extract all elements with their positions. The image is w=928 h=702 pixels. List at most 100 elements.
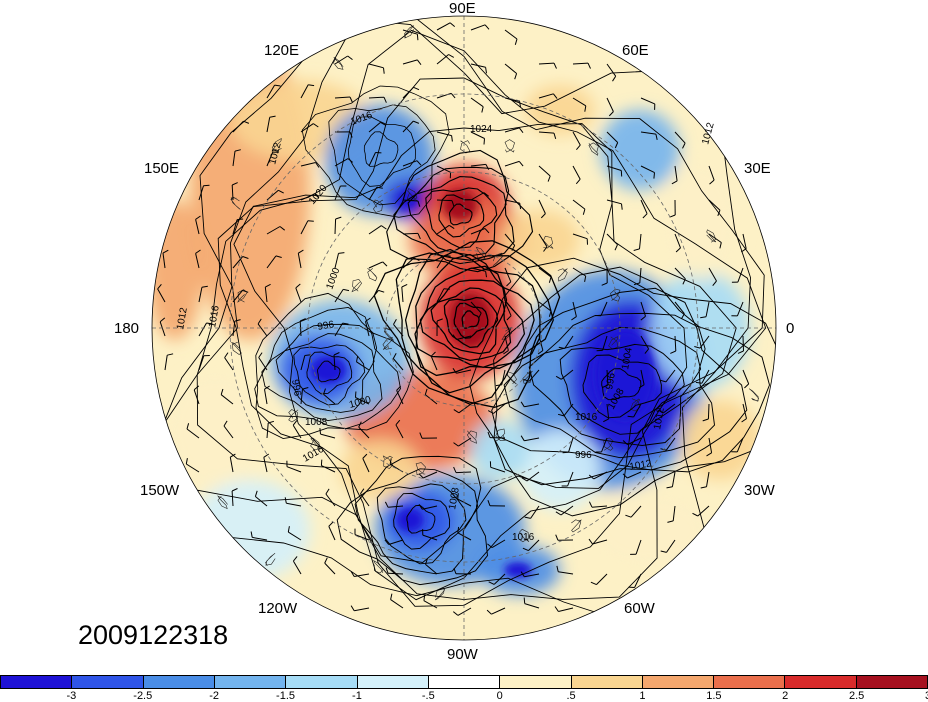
wind-barb (708, 199, 721, 216)
isobar (461, 310, 480, 329)
colorbar-segment (143, 676, 215, 688)
wind-barb (402, 86, 420, 99)
wind-barb (385, 567, 404, 575)
wind-barb (606, 165, 623, 177)
wind-barb (300, 123, 319, 133)
wind-barb (737, 335, 744, 354)
wind-barb (731, 267, 744, 283)
coastline (367, 268, 378, 282)
wind-barb (692, 505, 710, 517)
wind-barb (453, 403, 472, 414)
wind-barb (453, 437, 472, 447)
wind-barb (470, 228, 490, 235)
wind-barb (572, 199, 586, 215)
wind-barb (640, 335, 650, 354)
isobar (393, 166, 515, 265)
wind-barb (669, 199, 676, 218)
anomaly-blob (680, 400, 760, 480)
wind-barb (557, 403, 574, 417)
wind-barb (300, 84, 315, 99)
wind-barb (594, 301, 608, 317)
isobar (425, 187, 498, 249)
wind-barb (355, 391, 370, 405)
anomaly-blob (410, 200, 530, 280)
isobar (469, 257, 776, 517)
colorbar-tick-label: .5 (566, 690, 576, 702)
isobar (233, 123, 688, 563)
wind-barb (195, 215, 201, 235)
isobar (559, 343, 685, 435)
wind-barb (257, 318, 268, 337)
isobar (453, 302, 489, 339)
wind-barb (522, 539, 540, 552)
isobar (582, 354, 662, 419)
wind-barb (300, 387, 309, 405)
wind-barb (731, 301, 744, 317)
isobar (414, 265, 526, 368)
wind-barb (198, 322, 213, 337)
wind-barb (660, 437, 676, 451)
wind-barb (538, 267, 552, 283)
colorbar-tick-label: -2 (209, 690, 220, 702)
wind-barb (266, 226, 286, 235)
wind-barb (606, 131, 619, 149)
wind-barb (368, 186, 383, 201)
wind-barb (555, 505, 574, 516)
coastline (504, 139, 515, 153)
wind-barb (504, 233, 516, 251)
wind-barb (741, 403, 747, 423)
pressure-contours (152, 16, 776, 626)
wind-barb (452, 334, 472, 340)
isobar (438, 194, 485, 238)
wind-barb (487, 403, 506, 414)
isobar (347, 116, 416, 187)
wind-barb (572, 233, 588, 245)
wind-barb (520, 571, 540, 578)
wind-barb (157, 283, 166, 303)
wind-barb (392, 353, 404, 371)
wind-barb (538, 62, 557, 69)
wind-barb (297, 249, 304, 269)
colorbar-segment (72, 676, 144, 688)
wind-barb (401, 283, 408, 303)
coastline (217, 495, 228, 510)
wind-barb (334, 158, 354, 167)
wind-barb (674, 267, 686, 285)
contour-label: 1016 (207, 304, 222, 328)
wind-barb (334, 96, 353, 103)
anomaly-blob (520, 430, 600, 510)
wind-barb (694, 335, 710, 349)
isobar (376, 483, 467, 565)
coastline (466, 430, 477, 444)
wind-barb (395, 419, 404, 439)
coastline (383, 327, 395, 341)
wind-barb (368, 261, 388, 269)
wind-barb (324, 557, 336, 575)
wind-barb (660, 539, 676, 553)
wind-barb (159, 317, 166, 337)
colorbar-tick-label: -3 (66, 690, 77, 702)
longitude-label: 60E (622, 42, 649, 59)
wind-barb (487, 539, 506, 549)
wind-barb (368, 121, 387, 133)
contour-label: 1012 (652, 406, 667, 430)
wind-barb (657, 403, 676, 414)
wind-barb (630, 539, 642, 555)
wind-barb (452, 607, 472, 616)
wind-barb (674, 301, 685, 320)
wind-barb (622, 437, 642, 446)
wind-barb (706, 437, 713, 457)
wind-barb (452, 368, 472, 374)
isobar (491, 287, 748, 471)
contour-label: 1016 (575, 412, 598, 423)
colorbar-segment (714, 676, 786, 688)
wind-barb (193, 385, 200, 405)
wind-barb (232, 319, 241, 337)
wind-barb (588, 538, 608, 545)
anomaly-blob (165, 370, 265, 490)
isobar (354, 468, 479, 575)
wind-barb (640, 97, 656, 110)
wind-barb (323, 388, 336, 405)
isobar (336, 455, 488, 586)
anomaly-blob (152, 200, 203, 340)
